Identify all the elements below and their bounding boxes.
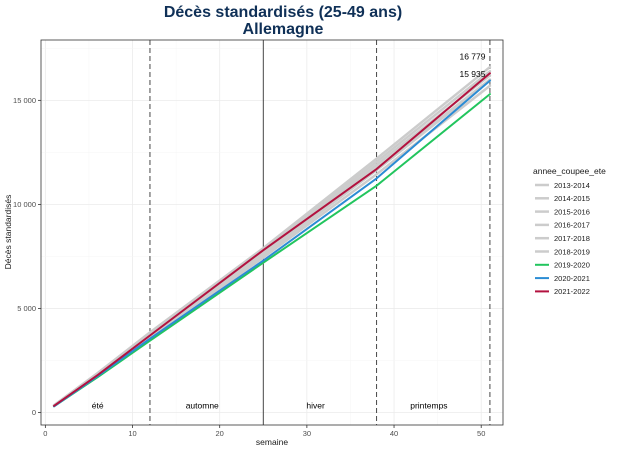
season-label: hiver [306, 400, 325, 410]
legend-label: 2017-2018 [554, 234, 590, 243]
legend-label: 2016-2017 [554, 221, 590, 230]
value-annotation: 16 779 [459, 51, 485, 61]
legend-label: 2015-2016 [554, 207, 590, 216]
y-tick-label: 0 [32, 408, 36, 417]
legend-label: 2020-2021 [554, 274, 590, 283]
value-annotation: 15 935 [459, 69, 485, 79]
x-tick-label: 40 [390, 429, 398, 438]
legend: annee_coupee_ete 2013-2014 2014-2015 2015-… [533, 166, 606, 296]
season-label: automne [186, 400, 219, 410]
x-tick-label: 20 [216, 429, 224, 438]
legend-label: 2013-2014 [554, 181, 590, 190]
x-tick-label: 50 [477, 429, 485, 438]
legend-title: annee_coupee_ete [533, 166, 606, 176]
x-tick-label: 10 [128, 429, 136, 438]
y-axis-title: Décès standardisés [3, 195, 13, 270]
plot-border [40, 39, 504, 426]
legend-label: 2021-2022 [554, 287, 590, 296]
y-tick-label: 5 000 [17, 304, 36, 313]
x-axis-title: semaine [256, 437, 288, 447]
y-tick-label: 10 000 [13, 200, 36, 209]
chart-title: Décès standardisés (25-49 ans) [164, 4, 402, 21]
chart-subtitle: Allemagne [243, 21, 324, 38]
legend-label: 2014-2015 [554, 194, 590, 203]
series-line-2021-2022 [53, 72, 491, 407]
x-tick-label: 30 [303, 429, 311, 438]
y-tick-label: 15 000 [13, 96, 36, 105]
season-label: été [92, 400, 104, 410]
x-tick-label: 0 [43, 429, 47, 438]
season-label: printemps [410, 400, 447, 410]
legend-label: 2019-2020 [554, 261, 590, 270]
legend-label: 2018-2019 [554, 247, 590, 256]
